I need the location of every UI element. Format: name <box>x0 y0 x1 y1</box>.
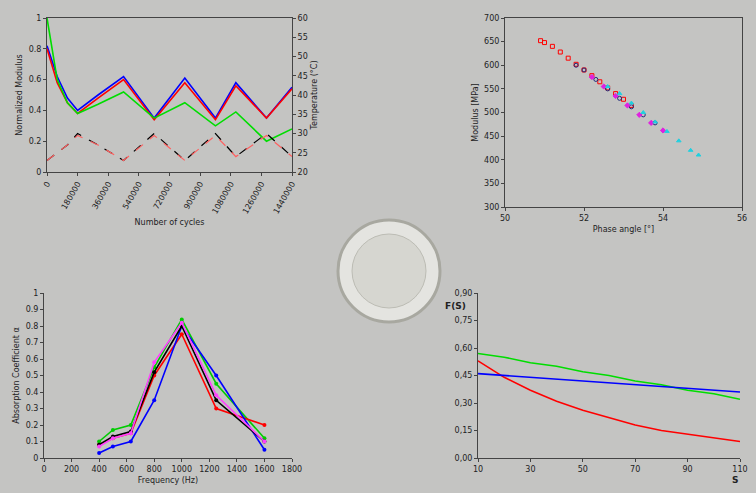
svg-text:540000: 540000 <box>121 180 144 211</box>
svg-text:30: 30 <box>525 465 535 474</box>
svg-text:110: 110 <box>732 465 747 474</box>
svg-text:0.7: 0.7 <box>26 338 39 347</box>
svg-text:0.2: 0.2 <box>26 421 39 430</box>
svg-text:20: 20 <box>298 168 308 177</box>
svg-text:0.6: 0.6 <box>26 355 39 364</box>
svg-text:0,15: 0,15 <box>455 426 473 435</box>
svg-text:500: 500 <box>484 108 499 117</box>
svg-text:Absorption Coefficient α: Absorption Coefficient α <box>12 327 21 424</box>
svg-text:52: 52 <box>579 214 589 223</box>
svg-text:350: 350 <box>484 179 499 188</box>
svg-text:1440000: 1440000 <box>272 180 298 215</box>
svg-text:0: 0 <box>33 454 38 463</box>
svg-text:10: 10 <box>473 465 483 474</box>
svg-text:35: 35 <box>298 110 308 119</box>
svg-text:90: 90 <box>683 465 693 474</box>
svg-text:50: 50 <box>500 214 510 223</box>
svg-text:30: 30 <box>298 129 308 138</box>
svg-text:Frequency (Hz): Frequency (Hz) <box>138 476 198 485</box>
svg-text:0.5: 0.5 <box>26 371 39 380</box>
svg-text:56: 56 <box>737 214 747 223</box>
svg-text:50: 50 <box>298 52 308 61</box>
svg-text:Normalized Modulus: Normalized Modulus <box>15 54 24 135</box>
svg-text:0.8: 0.8 <box>26 322 39 331</box>
svg-text:50: 50 <box>578 465 588 474</box>
svg-text:0: 0 <box>41 465 46 474</box>
svg-text:Number of cycles: Number of cycles <box>135 218 205 227</box>
svg-text:900000: 900000 <box>182 180 205 211</box>
svg-text:0,00: 0,00 <box>455 454 473 463</box>
svg-text:650: 650 <box>484 37 499 46</box>
svg-text:60: 60 <box>298 14 308 23</box>
svg-text:0.9: 0.9 <box>26 305 39 314</box>
svg-text:0.1: 0.1 <box>26 437 39 446</box>
svg-text:0.4: 0.4 <box>29 106 42 115</box>
svg-text:550: 550 <box>484 85 499 94</box>
svg-text:0: 0 <box>42 180 52 189</box>
svg-text:S: S <box>732 475 738 485</box>
svg-text:25: 25 <box>298 149 308 158</box>
svg-text:1600: 1600 <box>254 465 274 474</box>
svg-text:450: 450 <box>484 132 499 141</box>
svg-text:40: 40 <box>298 91 308 100</box>
svg-text:0,75: 0,75 <box>455 316 473 325</box>
svg-text:1800: 1800 <box>282 465 302 474</box>
svg-text:400: 400 <box>91 465 106 474</box>
svg-text:54: 54 <box>658 214 668 223</box>
svg-text:Modulus [MPa]: Modulus [MPa] <box>471 83 480 141</box>
svg-text:45: 45 <box>298 72 308 81</box>
svg-text:0.6: 0.6 <box>29 75 42 84</box>
svg-text:0.2: 0.2 <box>29 137 42 146</box>
svg-text:600: 600 <box>119 465 134 474</box>
svg-text:0.4: 0.4 <box>26 388 39 397</box>
svg-text:Phase angle [°]: Phase angle [°] <box>593 225 654 234</box>
svg-text:0,60: 0,60 <box>455 344 473 353</box>
svg-text:300: 300 <box>484 203 499 212</box>
svg-text:55: 55 <box>298 33 308 42</box>
svg-text:0: 0 <box>36 168 41 177</box>
svg-text:0.8: 0.8 <box>29 45 42 54</box>
svg-text:1: 1 <box>36 14 41 23</box>
svg-text:Temperature (°C): Temperature (°C) <box>310 60 319 130</box>
svg-text:0,45: 0,45 <box>455 371 473 380</box>
svg-text:70: 70 <box>630 465 640 474</box>
svg-text:1200: 1200 <box>199 465 219 474</box>
svg-text:720000: 720000 <box>152 180 175 211</box>
svg-text:1000: 1000 <box>172 465 192 474</box>
svg-text:1080000: 1080000 <box>210 180 236 215</box>
svg-text:0,30: 0,30 <box>455 399 473 408</box>
svg-text:200: 200 <box>64 465 79 474</box>
svg-text:700: 700 <box>484 14 499 23</box>
svg-text:800: 800 <box>147 465 162 474</box>
svg-text:1400: 1400 <box>227 465 247 474</box>
svg-text:360000: 360000 <box>90 180 113 211</box>
svg-text:0.3: 0.3 <box>26 404 39 413</box>
svg-text:600: 600 <box>484 61 499 70</box>
svg-text:180000: 180000 <box>60 180 83 211</box>
svg-text:400: 400 <box>484 156 499 165</box>
svg-text:F(S): F(S) <box>445 301 466 311</box>
svg-text:1260000: 1260000 <box>241 180 267 215</box>
svg-text:1: 1 <box>33 289 38 298</box>
svg-text:0,90: 0,90 <box>455 289 473 298</box>
